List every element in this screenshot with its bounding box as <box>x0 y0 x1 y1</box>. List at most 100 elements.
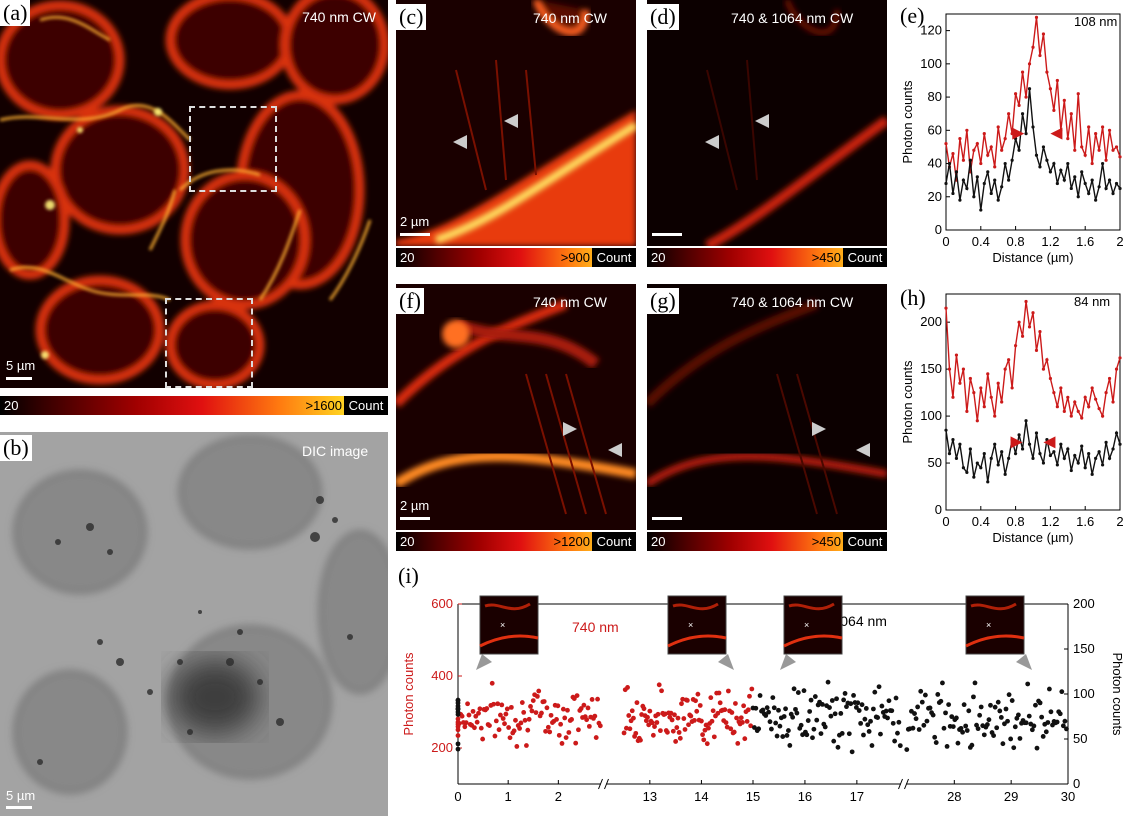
data-point <box>764 705 770 711</box>
data-point <box>1087 405 1091 409</box>
data-point <box>559 741 565 746</box>
data-point <box>885 715 890 721</box>
data-point <box>941 725 947 731</box>
data-point <box>656 682 662 688</box>
arrowhead-icon <box>608 443 622 457</box>
data-point <box>502 721 507 727</box>
data-point <box>960 729 965 735</box>
data-point <box>654 720 660 725</box>
data-point <box>576 727 581 733</box>
data-point <box>1040 734 1046 739</box>
y-tick-label: 400 <box>431 668 453 683</box>
y-axis-label-right: Photon counts <box>1110 652 1125 736</box>
chart-h: 0 50 100 150 200 0 0.4 0.8 1.2 1.6 2 Distance (µm) P… <box>900 293 1124 545</box>
data-point <box>1073 175 1077 179</box>
inset-thumbnail: × <box>783 595 843 655</box>
data-point <box>793 706 798 712</box>
data-point <box>1090 178 1094 182</box>
data-point <box>951 395 955 399</box>
x-tick-label: 14 <box>694 789 708 804</box>
data-point <box>1114 431 1119 435</box>
data-point <box>529 708 535 714</box>
panel-c-title: 740 nm CW <box>533 10 607 26</box>
data-point <box>1031 723 1037 729</box>
data-point <box>492 733 498 739</box>
data-point <box>627 726 633 732</box>
data-point <box>625 685 630 690</box>
data-point <box>749 686 755 692</box>
data-point <box>709 718 715 724</box>
data-point <box>886 698 892 704</box>
data-point <box>776 707 781 713</box>
data-point <box>1066 395 1070 399</box>
data-point <box>556 732 562 738</box>
colorbar-max: >1600 <box>305 398 342 413</box>
data-point <box>965 186 969 191</box>
data-point <box>541 699 547 704</box>
data-point <box>930 712 936 718</box>
data-point <box>997 708 1003 714</box>
data-point <box>944 428 948 432</box>
data-point <box>890 720 896 726</box>
data-point <box>1107 456 1112 460</box>
data-point <box>1090 161 1094 166</box>
data-point <box>839 730 845 736</box>
x-tick-label: 0 <box>942 514 949 529</box>
data-point <box>767 719 773 725</box>
data-point <box>1064 726 1069 732</box>
svg-text:×: × <box>986 620 991 630</box>
data-point <box>958 442 962 446</box>
data-point <box>978 704 984 710</box>
data-point <box>1020 70 1025 74</box>
data-point <box>972 391 976 395</box>
data-point <box>954 170 959 174</box>
data-point <box>1045 158 1049 162</box>
panel-f-scale-label: 2 µm <box>400 498 430 513</box>
data-point <box>1017 103 1021 107</box>
data-point <box>986 717 992 723</box>
data-point <box>691 717 697 723</box>
y-tick-label: 100 <box>920 56 942 71</box>
panel-d-scale-bar <box>652 233 682 236</box>
data-point <box>996 463 1000 467</box>
data-point <box>455 700 461 706</box>
data-point <box>738 715 744 721</box>
data-point <box>787 743 793 748</box>
data-point <box>1073 148 1077 152</box>
data-point <box>1055 181 1059 186</box>
data-point <box>1080 444 1084 448</box>
data-point <box>1027 62 1032 66</box>
data-point <box>504 706 510 712</box>
data-point <box>1010 386 1014 390</box>
data-point <box>872 689 878 695</box>
data-point <box>946 702 952 707</box>
data-point <box>519 700 525 705</box>
data-point <box>1066 161 1070 166</box>
data-point <box>1012 724 1018 730</box>
data-point <box>896 719 902 725</box>
data-point <box>1055 78 1059 83</box>
data-point <box>474 719 480 725</box>
data-point <box>506 725 512 730</box>
data-point <box>1118 186 1122 191</box>
data-point <box>841 697 847 703</box>
data-point <box>1003 706 1009 712</box>
data-point <box>524 743 529 748</box>
data-point <box>1054 719 1060 725</box>
data-point <box>589 697 595 702</box>
panel-g-scale-bar <box>652 517 682 520</box>
data-point <box>1027 87 1032 91</box>
x-tick-label: 17 <box>850 789 864 804</box>
data-point <box>1066 447 1070 451</box>
svg-text:×: × <box>688 620 693 630</box>
arrowhead-icon <box>856 443 870 457</box>
data-point <box>752 725 757 730</box>
data-point <box>463 720 469 726</box>
axis-break-icon <box>904 778 909 790</box>
data-point <box>1034 348 1039 352</box>
data-point <box>1037 700 1043 706</box>
panel-a-image <box>0 0 388 388</box>
data-point <box>578 706 584 711</box>
data-point <box>1069 414 1073 418</box>
panel-c-scale-label: 2 µm <box>400 214 430 229</box>
